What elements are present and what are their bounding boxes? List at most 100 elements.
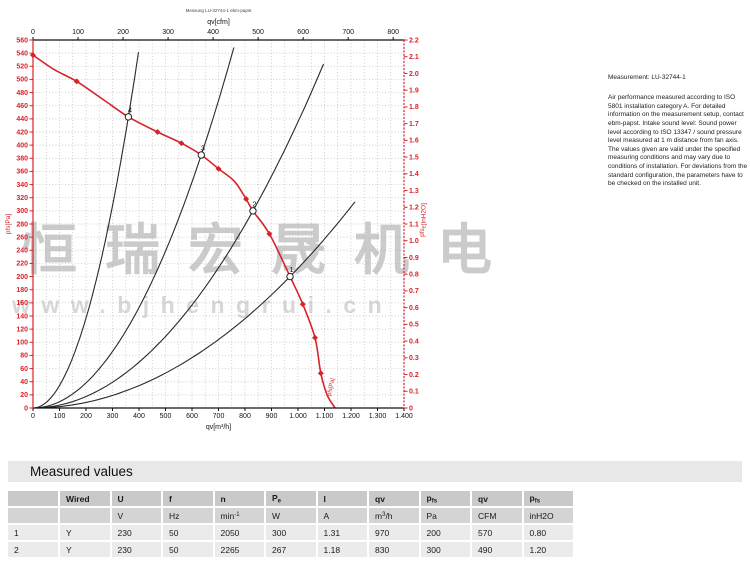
svg-text:1.4: 1.4 xyxy=(409,171,419,178)
table-cell: 230 xyxy=(111,542,161,557)
curve-marker xyxy=(317,370,324,377)
table-cell: 267 xyxy=(266,542,316,557)
svg-text:1.7: 1.7 xyxy=(409,121,419,128)
table-cell: 1.31 xyxy=(317,525,367,540)
svg-text:1.6: 1.6 xyxy=(409,138,419,145)
svg-text:900: 900 xyxy=(266,413,278,420)
svg-text:0: 0 xyxy=(24,405,28,412)
svg-text:0: 0 xyxy=(409,405,413,412)
svg-text:700: 700 xyxy=(213,413,225,420)
svg-text:240: 240 xyxy=(16,248,28,255)
svg-text:1.5: 1.5 xyxy=(409,154,419,161)
svg-text:200: 200 xyxy=(117,29,129,36)
svg-text:400: 400 xyxy=(133,413,145,420)
operating-point-number: 2 xyxy=(252,199,256,208)
svg-text:1.1: 1.1 xyxy=(409,221,419,228)
svg-text:380: 380 xyxy=(16,156,28,163)
svg-text:600: 600 xyxy=(297,29,309,36)
measurement-note: Air performance measured according to IS… xyxy=(608,94,748,188)
svg-text:1.9: 1.9 xyxy=(409,87,419,94)
svg-text:200: 200 xyxy=(80,413,92,420)
svg-text:0.5: 0.5 xyxy=(409,322,419,329)
svg-text:60: 60 xyxy=(20,366,28,373)
svg-text:800: 800 xyxy=(387,29,399,36)
svg-text:1.0: 1.0 xyxy=(409,238,419,245)
operating-point-4 xyxy=(124,113,133,121)
column-header: qv xyxy=(369,491,419,506)
table-cell: Y xyxy=(60,525,110,540)
table-cell-index: 2 xyxy=(8,542,58,557)
svg-text:1.000: 1.000 xyxy=(289,413,307,420)
table-cell: 0.80 xyxy=(523,525,573,540)
fan-curve-label: pfs[Pa] xyxy=(327,377,337,396)
column-header: pfs xyxy=(420,491,470,506)
unit-cell-index xyxy=(8,508,58,523)
svg-text:0.1: 0.1 xyxy=(409,389,419,396)
column-header-index xyxy=(8,491,58,506)
svg-text:160: 160 xyxy=(16,300,28,307)
fan-curve: pfs[Pa] 1 2 3 4 xyxy=(30,52,337,409)
svg-text:280: 280 xyxy=(16,221,28,228)
svg-text:300: 300 xyxy=(162,29,174,36)
measurement-id: Measurement: LU-32744-1 xyxy=(608,74,686,81)
unit-cell: A xyxy=(317,508,367,523)
system-curve xyxy=(32,63,325,409)
svg-text:700: 700 xyxy=(342,29,354,36)
table-cell: 50 xyxy=(163,542,213,557)
unit-cell: V xyxy=(111,508,161,523)
svg-text:400: 400 xyxy=(16,142,28,149)
table-cell-index: 1 xyxy=(8,525,58,540)
svg-text:0.7: 0.7 xyxy=(409,288,419,295)
svg-text:0.2: 0.2 xyxy=(409,372,419,379)
operating-point-number: 4 xyxy=(128,105,132,114)
svg-text:0.6: 0.6 xyxy=(409,305,419,312)
svg-text:220: 220 xyxy=(16,261,28,268)
svg-text:520: 520 xyxy=(16,64,28,71)
svg-text:400: 400 xyxy=(207,29,219,36)
svg-text:140: 140 xyxy=(16,313,28,320)
watermark-url: www.bjhengrui.cn xyxy=(12,292,394,318)
svg-text:0: 0 xyxy=(31,29,35,36)
measured-values-header-bar: Measured values xyxy=(8,461,742,482)
curve-marker xyxy=(154,129,161,135)
column-header: Pe xyxy=(266,491,316,506)
table-cell: Y xyxy=(60,542,110,557)
svg-text:2.1: 2.1 xyxy=(409,54,419,61)
top-axis-title: qv[cfm] xyxy=(207,19,230,26)
svg-text:300: 300 xyxy=(107,413,119,420)
svg-text:320: 320 xyxy=(16,195,28,202)
svg-text:500: 500 xyxy=(16,77,28,84)
operating-point-1 xyxy=(286,272,294,281)
svg-text:420: 420 xyxy=(16,129,28,136)
svg-text:100: 100 xyxy=(72,29,84,36)
svg-text:300: 300 xyxy=(16,208,28,215)
table-cell: 300 xyxy=(266,525,316,540)
operating-point-number: 3 xyxy=(201,144,205,153)
table-cell: 1.18 xyxy=(317,542,367,557)
svg-text:1.2: 1.2 xyxy=(409,205,419,212)
column-header: I xyxy=(317,491,367,506)
grid xyxy=(32,39,405,409)
system-curve xyxy=(32,52,140,409)
system-curve xyxy=(32,201,356,409)
column-header: U xyxy=(111,491,161,506)
left-axis-title: pfs[Pa] xyxy=(5,214,12,234)
svg-text:200: 200 xyxy=(16,274,28,281)
unit-cell: Hz xyxy=(163,508,213,523)
svg-text:0.8: 0.8 xyxy=(409,271,419,278)
table-cell: 970 xyxy=(369,525,419,540)
svg-text:1.300: 1.300 xyxy=(369,413,387,420)
column-header: Wired xyxy=(60,491,110,506)
bottom-axis-title: qv[m³/h] xyxy=(206,424,231,431)
measured-values-title: Measured values xyxy=(30,464,133,479)
svg-text:0: 0 xyxy=(31,413,35,420)
table-cell: 570 xyxy=(472,525,522,540)
svg-text:120: 120 xyxy=(16,326,28,333)
curve-marker xyxy=(299,301,306,308)
unit-cell: Pa xyxy=(420,508,470,523)
table-cell: 300 xyxy=(420,542,470,557)
svg-text:1.8: 1.8 xyxy=(409,104,419,111)
curve-marker xyxy=(312,334,318,341)
